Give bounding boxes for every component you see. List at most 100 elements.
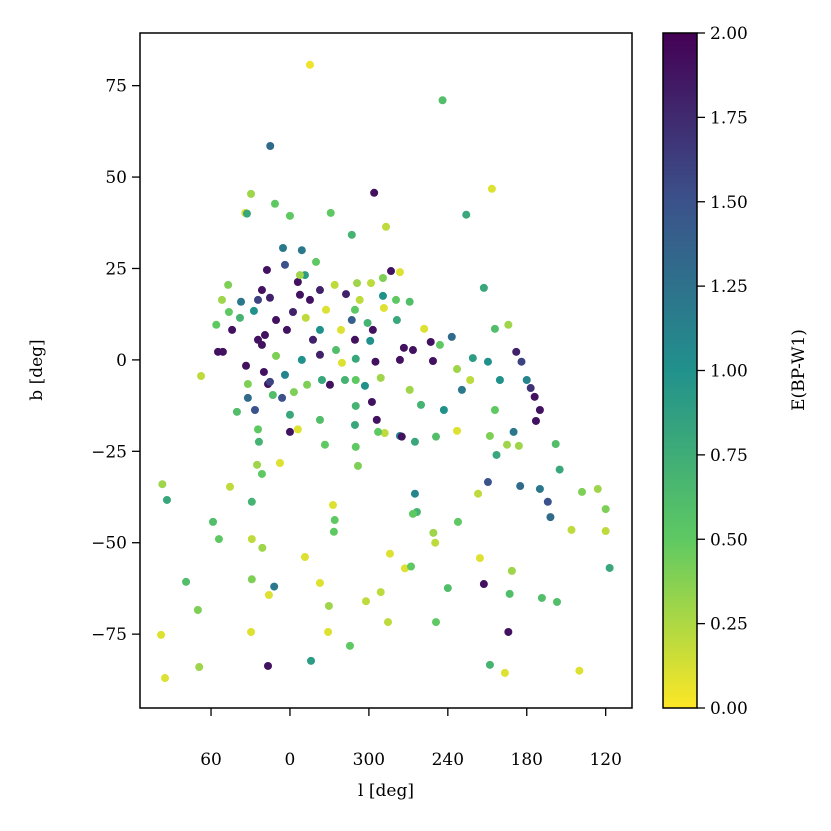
point [543, 497, 552, 506]
point [330, 280, 339, 289]
point [254, 425, 263, 434]
point [272, 316, 281, 325]
point [438, 96, 447, 105]
point [526, 384, 535, 393]
point [378, 291, 387, 300]
point [408, 346, 417, 355]
point [265, 377, 274, 386]
point [305, 60, 314, 69]
point [360, 381, 369, 390]
point [367, 397, 376, 406]
point [376, 588, 385, 597]
colorbar-tick-label: 1.25 [710, 277, 748, 297]
point [537, 593, 546, 602]
point [531, 416, 540, 425]
point [158, 480, 167, 489]
colorbar-tick-label: 0.00 [710, 699, 748, 719]
point [567, 525, 576, 534]
point [289, 388, 298, 397]
colorbar-tick-label: 0.75 [710, 446, 748, 466]
point [157, 630, 166, 639]
point [295, 290, 304, 299]
point [504, 627, 513, 636]
point [453, 365, 462, 374]
point [391, 295, 400, 304]
point [428, 356, 437, 365]
point [435, 340, 444, 349]
point [243, 393, 252, 402]
point [300, 552, 309, 561]
point [262, 265, 271, 274]
point [260, 331, 269, 340]
point [337, 325, 346, 334]
point [382, 222, 390, 231]
point [593, 484, 602, 493]
y-tick-label: −25 [91, 442, 127, 462]
point [522, 376, 531, 385]
point [312, 257, 321, 266]
point [468, 354, 477, 363]
point [351, 376, 360, 385]
point [301, 313, 310, 322]
point [195, 663, 204, 672]
point [330, 516, 339, 525]
point [466, 376, 475, 385]
point [288, 307, 297, 316]
point [353, 461, 362, 470]
point [374, 427, 383, 436]
point [293, 278, 302, 287]
x-axis-label: l [deg] [358, 781, 414, 801]
point [325, 380, 334, 389]
colorbar-tick-label: 0.25 [710, 615, 748, 635]
point [507, 566, 516, 575]
colorbar [662, 32, 698, 709]
point [351, 354, 360, 363]
point [370, 188, 379, 197]
point [514, 441, 523, 450]
point [490, 324, 499, 333]
point [405, 297, 414, 306]
point [601, 527, 610, 536]
point [383, 618, 392, 627]
point [399, 343, 408, 352]
point [405, 385, 414, 394]
point [462, 210, 471, 219]
point [247, 575, 256, 584]
point [601, 505, 610, 514]
point [605, 563, 614, 572]
point [355, 295, 364, 304]
point [408, 509, 417, 518]
y-tick-label: −75 [91, 625, 127, 645]
point [315, 350, 324, 359]
point [504, 320, 513, 329]
point [385, 549, 394, 558]
point [320, 440, 329, 449]
colorbar-tick-label: 0.50 [710, 530, 748, 550]
point [342, 290, 351, 299]
point [351, 401, 360, 410]
point [431, 538, 440, 547]
point [247, 535, 256, 544]
plot-frame [139, 32, 633, 709]
point [337, 358, 346, 367]
point [197, 371, 206, 380]
point [406, 562, 415, 571]
point [263, 661, 272, 670]
point [483, 357, 492, 366]
point [285, 410, 294, 419]
x-tick-label: 120 [589, 750, 621, 770]
point [426, 337, 435, 346]
point [483, 478, 492, 487]
point [555, 465, 564, 474]
point [551, 439, 560, 448]
point [368, 325, 377, 334]
point [340, 376, 349, 385]
point [209, 517, 218, 526]
x-tick-label: 0 [285, 750, 296, 770]
point [410, 437, 419, 446]
point [297, 355, 306, 364]
point [351, 442, 360, 451]
point [266, 141, 275, 150]
y-tick-label: 0 [116, 351, 127, 371]
